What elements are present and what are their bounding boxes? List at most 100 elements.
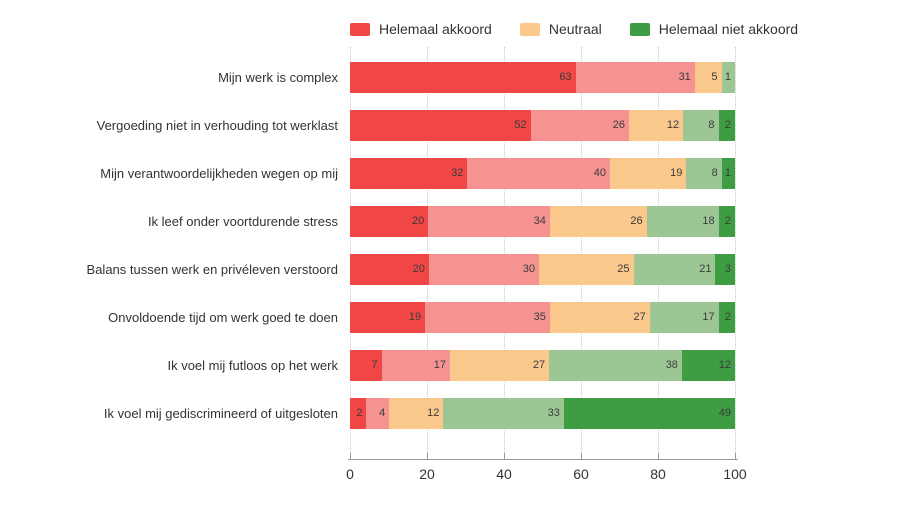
axis-tick: [504, 453, 505, 459]
segment-value: 63: [559, 71, 572, 83]
x-axis: 0 20 40 60 80 100: [346, 453, 747, 499]
gridline: [504, 47, 505, 459]
legend-item: Helemaal akkoord: [350, 21, 492, 37]
legend-item: Helemaal niet akkoord: [629, 21, 799, 37]
segment-value: 4: [379, 407, 386, 419]
axis-tick: [350, 453, 351, 459]
bar-segment: 4: [366, 397, 390, 429]
axis-tick: [427, 453, 428, 459]
legend: Helemaal akkoord Neutraal Helemaal niet ak…: [350, 20, 798, 38]
axis-tick-label: 40: [496, 466, 512, 482]
bar-segment: 2: [718, 205, 735, 237]
bar-segment: 27: [549, 301, 650, 333]
category-label: Onvoldoende tijd om werk goed te doen: [108, 309, 338, 325]
stacked-bar: 20 34 26 18 2: [350, 205, 735, 237]
category-label: Ik leef onder voortdurende stress: [147, 213, 338, 229]
bar-segment: 2: [350, 397, 367, 429]
segment-value: 27: [532, 359, 546, 371]
bar-segment: 2: [718, 301, 735, 333]
bar-segment: 1: [721, 157, 736, 189]
legend-label: Helemaal akkoord: [379, 21, 492, 37]
category-label: Mijn werk is complex: [218, 69, 338, 85]
bar-segment: 40: [467, 157, 611, 189]
segment-value: 17: [702, 311, 715, 323]
bar-segment: 8: [686, 157, 722, 189]
bar-segment: 17: [649, 301, 719, 333]
stacked-bar: 7 17 27 38 12: [350, 349, 735, 381]
bar-segment: 31: [575, 61, 695, 93]
bar-segment: 63: [350, 61, 576, 93]
bar-row: Ik voel mij gediscrimineerd of uitgeslot…: [0, 389, 735, 437]
axis-tick-label: 100: [723, 466, 747, 482]
segment-value: 32: [451, 167, 464, 179]
bar-segment: 1: [721, 61, 735, 93]
bar-segment: 26: [530, 109, 629, 141]
axis-tick-label: 60: [573, 466, 589, 482]
segment-value: 2: [724, 215, 731, 227]
bar-row: Mijn verantwoordelijkheden wegen op mij 3…: [0, 149, 736, 197]
gridline: [427, 47, 428, 459]
segment-value: 34: [533, 215, 546, 227]
category-label: Vergoeding niet in verhouding tot werkla…: [96, 117, 338, 133]
segment-value: 33: [547, 407, 560, 419]
segment-value: 21: [699, 263, 712, 275]
axis-tick: [735, 453, 736, 459]
bar-segment: 32: [350, 157, 468, 189]
segment-value: 19: [408, 311, 422, 323]
stacked-bar: 20 30 25 21 3: [350, 253, 735, 285]
bar-row: Ik voel mij futloos op het werk 7 17 27 38 12: [0, 341, 735, 389]
bar-segment: 2: [718, 109, 735, 141]
bar-segment: 35: [425, 301, 550, 333]
bar-segment: 49: [563, 397, 735, 429]
bar-segment: 38: [549, 349, 682, 381]
segment-value: 3: [724, 263, 731, 275]
segment-value: 40: [593, 167, 607, 179]
segment-value: 30: [522, 263, 535, 275]
segment-value: 8: [711, 167, 718, 179]
category-label: Ik voel mij futloos op het werk: [167, 357, 338, 373]
stacked-bar: 19 35 27 17 2: [350, 301, 735, 333]
x-axis-line: [348, 459, 738, 460]
gridline: [735, 47, 736, 459]
bar-segment: 17: [381, 349, 450, 381]
bar-row: Balans tussen werk en privéleven verstoo…: [0, 245, 735, 293]
segment-value: 35: [533, 311, 546, 323]
segment-value: 1: [724, 71, 731, 83]
gridline: [658, 47, 659, 459]
bar-segment: 12: [628, 109, 684, 141]
segment-value: 20: [411, 215, 425, 227]
segment-value: 12: [427, 407, 440, 419]
gridlines: [350, 47, 736, 459]
bar-segment: 20: [350, 253, 429, 285]
axis-tick-label: 0: [346, 466, 354, 482]
axis-tick: [581, 453, 582, 459]
gridline: [350, 47, 351, 459]
legend-label: Helemaal niet akkoord: [658, 21, 799, 37]
segment-value: 49: [718, 407, 731, 419]
legend-swatch: [629, 22, 650, 36]
bar-segment: 7: [350, 349, 382, 381]
bar-segment: 25: [539, 253, 634, 285]
segment-value: 18: [702, 215, 715, 227]
bar-segment: 20: [350, 205, 429, 237]
bar-rows: Mijn werk is complex 63 31 5 1 Vergoeding nie…: [0, 47, 736, 437]
segment-value: 2: [356, 407, 363, 419]
segment-value: 27: [633, 311, 646, 323]
stacked-bar: 2 4 12 33 49: [350, 397, 735, 429]
segment-value: 31: [678, 71, 691, 83]
stacked-bar: 52 26 12 8 2: [350, 109, 735, 141]
bar-segment: 26: [549, 205, 647, 237]
segment-value: 38: [665, 359, 678, 371]
segment-value: 12: [666, 119, 680, 131]
bar-segment: 30: [428, 253, 539, 285]
segment-value: 26: [630, 215, 643, 227]
segment-value: 19: [670, 167, 683, 179]
category-label: Balans tussen werk en privéleven verstoo…: [86, 261, 338, 277]
legend-item: Neutraal: [519, 21, 602, 37]
axis-tick: [658, 453, 659, 459]
bar-segment: 33: [443, 397, 564, 429]
bar-row: Vergoeding niet in verhouding tot werkla…: [0, 101, 735, 149]
stacked-bar: 63 31 5 1: [350, 61, 735, 93]
bar-row: Ik leef onder voortdurende stress 20 34 26 1…: [0, 197, 735, 245]
